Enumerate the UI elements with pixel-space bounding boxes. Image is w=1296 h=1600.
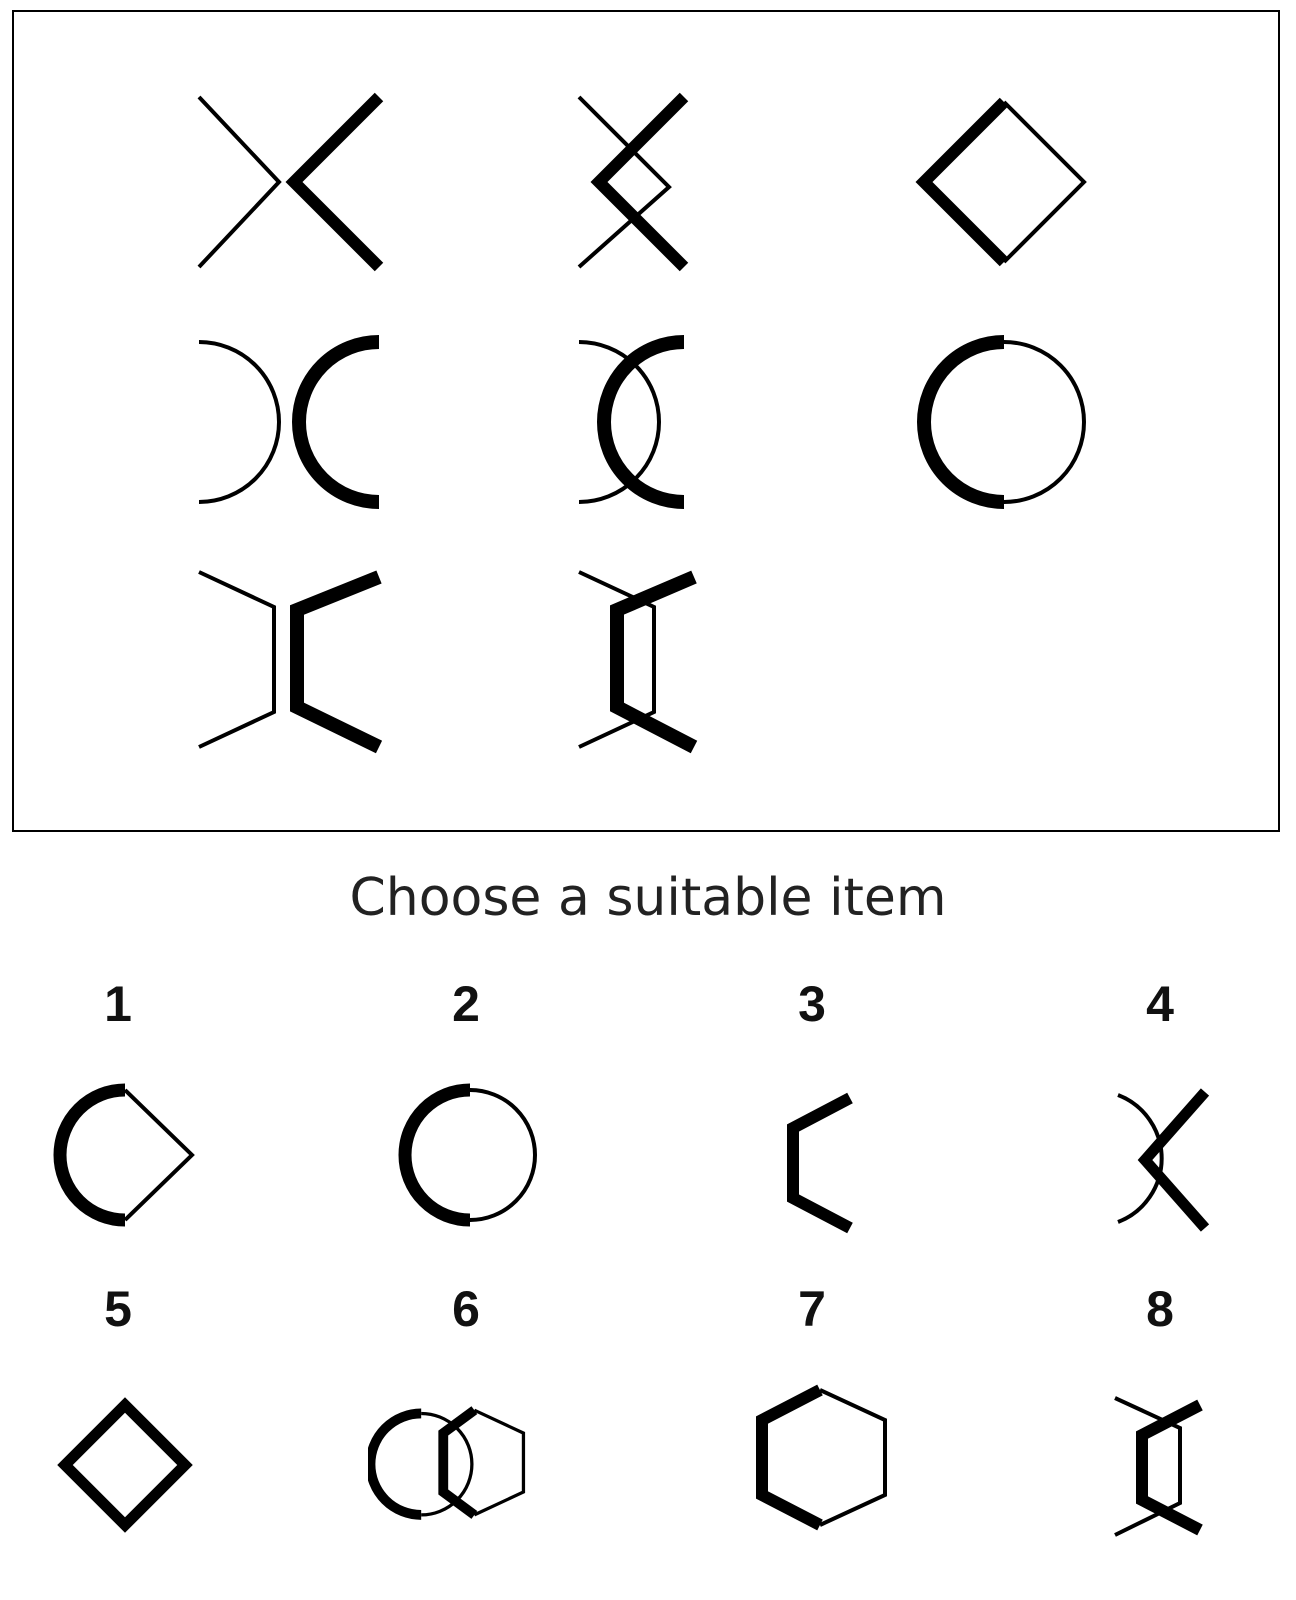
matrix-cell-r3c3-empty <box>894 562 1114 762</box>
matrix-cell-r2c3 <box>894 322 1114 522</box>
matrix-cell-r3c2 <box>559 562 779 762</box>
option-3-figure[interactable] <box>735 1070 915 1240</box>
circle-figure <box>917 335 1086 509</box>
split-hex-figure <box>198 570 383 754</box>
option-4-figure[interactable] <box>1080 1070 1260 1240</box>
matrix-cell-r1c1 <box>179 82 399 282</box>
matrix-cell-r3c1 <box>179 562 399 762</box>
hexagon-figure <box>756 1384 887 1531</box>
option-number-3: 3 <box>798 976 826 1032</box>
option-6-figure[interactable] <box>368 1380 548 1550</box>
half-hexagon-figure <box>787 1092 853 1234</box>
option-number-8: 8 <box>1146 1281 1174 1337</box>
matrix-cell-r2c1 <box>179 322 399 522</box>
split-arcs-figure <box>198 335 380 509</box>
circle-diamond-hybrid-figure <box>53 1083 195 1227</box>
matrix-cell-r1c3 <box>894 82 1114 282</box>
split-cross-figure <box>197 92 384 272</box>
overlap-arcs-figure <box>578 335 685 509</box>
option-7-figure[interactable] <box>730 1380 910 1550</box>
puzzle-matrix <box>12 10 1280 832</box>
option-number-4: 4 <box>1146 976 1174 1032</box>
option-number-5: 5 <box>104 1281 132 1337</box>
option-2-figure[interactable] <box>385 1070 565 1240</box>
overlap-cross-figure <box>577 92 689 272</box>
diamond-figure <box>57 1397 193 1533</box>
matrix-cell-r2c2 <box>559 322 779 522</box>
option-5-figure[interactable] <box>40 1380 220 1550</box>
option-number-6: 6 <box>452 1281 480 1337</box>
circle-hexagon-overlap-figure <box>368 1406 526 1520</box>
circle-figure <box>398 1083 537 1227</box>
prompt-text: Choose a suitable item <box>349 868 947 928</box>
overlap-hex-figure <box>578 570 698 754</box>
option-8-figure[interactable] <box>1080 1380 1260 1550</box>
matrix-cell-r1c2 <box>559 82 779 282</box>
option-number-1: 1 <box>104 976 132 1032</box>
option-1-figure[interactable] <box>40 1070 220 1240</box>
option-number-2: 2 <box>452 976 480 1032</box>
diamond-figure <box>915 97 1087 267</box>
arc-cross-overlap-figure <box>1117 1088 1210 1232</box>
hex-overlap-figure <box>1114 1396 1203 1537</box>
option-number-7: 7 <box>798 1281 826 1337</box>
